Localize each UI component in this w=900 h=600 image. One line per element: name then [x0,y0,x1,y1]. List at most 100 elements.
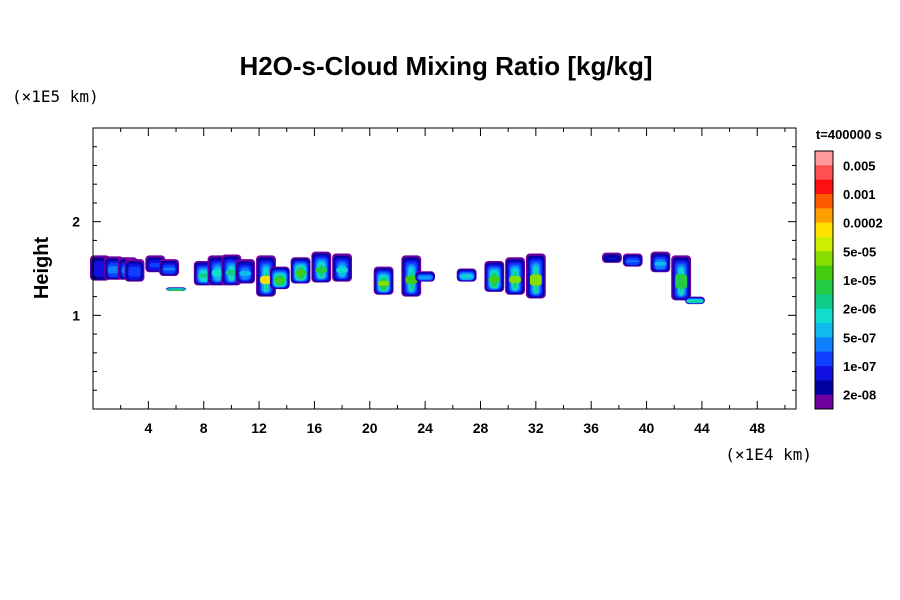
cloud-cell [622,253,643,267]
cloud-core [606,257,618,260]
colorbar-label: 0.0002 [843,216,883,231]
colorbar-segment [815,251,833,266]
cloud-core [225,269,238,276]
colorbar-segment [815,308,833,324]
cloud-core [675,273,688,289]
cloud-cell [685,296,705,305]
cloud-core [94,260,106,278]
colorbar-segment [815,351,833,367]
y-tick-label: 1 [72,307,80,323]
x-tick-label: 24 [417,420,433,436]
cloud-core [405,275,418,284]
cloud-cell [290,257,311,284]
colorbar-segment [815,294,833,309]
cloud-cell [311,251,332,283]
cloud-cell [671,255,692,301]
colorbar-label: 1e-05 [843,273,876,288]
time-label: t=400000 s [816,127,882,142]
cloud-cell [525,253,546,299]
cloud-core [377,280,390,286]
cloud-cell [456,268,477,282]
colorbar-label: 2e-08 [843,388,876,403]
x-tick-label: 20 [362,420,378,436]
cloud-cell [159,259,180,276]
colorbar-segment [815,265,833,281]
cloud-cell [373,266,394,295]
colorbar-label: 0.001 [843,187,876,202]
cloud-cell [415,271,436,282]
cloud-core [460,275,473,277]
cloud-core [107,266,120,274]
cloud-cell [602,252,622,263]
x-tick-label: 48 [749,420,765,436]
cloud-cell [650,251,671,273]
cloud-core [163,267,176,271]
colorbar-label: 5e-05 [843,244,876,259]
cloud-core [509,276,521,284]
cloud-cell [269,266,290,290]
x-tick-label: 32 [528,420,544,436]
cloud-core [128,266,141,277]
colorbar-label: 2e-06 [843,302,876,317]
cloud-core [654,262,667,266]
colorbar-segment [815,194,833,209]
cloud-layer [167,288,186,291]
cloud-core [419,276,432,278]
cloud-core [239,271,252,276]
colorbar: 0.005 0.001 0.0002 5e-05 1e-05 2e-06 5e-07 1e-0… [814,150,883,410]
colorbar-frame [814,150,834,410]
colorbar-label: 1e-07 [843,359,876,374]
cloud-core [273,278,286,282]
plot-frame [92,127,797,410]
x-axis-unit: (×1E4 km) [725,445,812,464]
x-tick-label: 28 [473,420,489,436]
cloud-cell [124,259,145,282]
cloud-cell [235,259,256,284]
cloud-core [529,274,542,286]
y-axis-unit: (×1E5 km) [12,87,99,106]
x-tick-label: 44 [694,420,710,436]
x-tick-label: 16 [307,420,323,436]
cloud-core [689,301,701,303]
colorbar-segment [815,323,833,338]
y-axis-label: Height [31,237,53,300]
cloud-core [315,267,328,273]
cloud-cell [401,255,422,297]
colorbar-segment [815,222,833,238]
cloud-core [170,289,182,291]
x-tick-label: 8 [200,420,208,436]
cloud-core [211,269,224,277]
colorbar-label: 0.005 [843,158,876,173]
colorbar-segment [815,237,833,252]
colorbar-segment [815,208,833,223]
cloud-core [294,270,307,276]
x-tick-label: 12 [251,420,267,436]
colorbar-segment [815,380,833,395]
colorbar-label: 5e-07 [843,330,876,345]
cloud-cell [166,287,186,291]
cloud-cell [505,257,525,295]
colorbar-segment [815,280,833,295]
cloud-field [90,251,705,305]
colorbar-segment [815,366,833,381]
cloud-core [626,260,639,263]
cloud-core [197,273,210,278]
cloud-core [149,262,162,268]
colorbar-segment [815,394,833,410]
colorbar-segment [815,337,833,352]
colorbar-segment [815,165,833,180]
cloud-core [336,267,349,273]
cloud-core [488,276,501,283]
cloud-cell [484,261,505,292]
x-tick-label: 40 [639,420,655,436]
y-tick-label: 2 [72,214,80,230]
x-tick-label: 36 [583,420,599,436]
colorbar-segment [815,179,833,195]
chart-title: H2O-s-Cloud Mixing Ratio [kg/kg] [239,51,652,81]
x-tick-label: 4 [144,420,152,436]
cloud-core [260,275,272,284]
colorbar-segment [815,151,833,166]
